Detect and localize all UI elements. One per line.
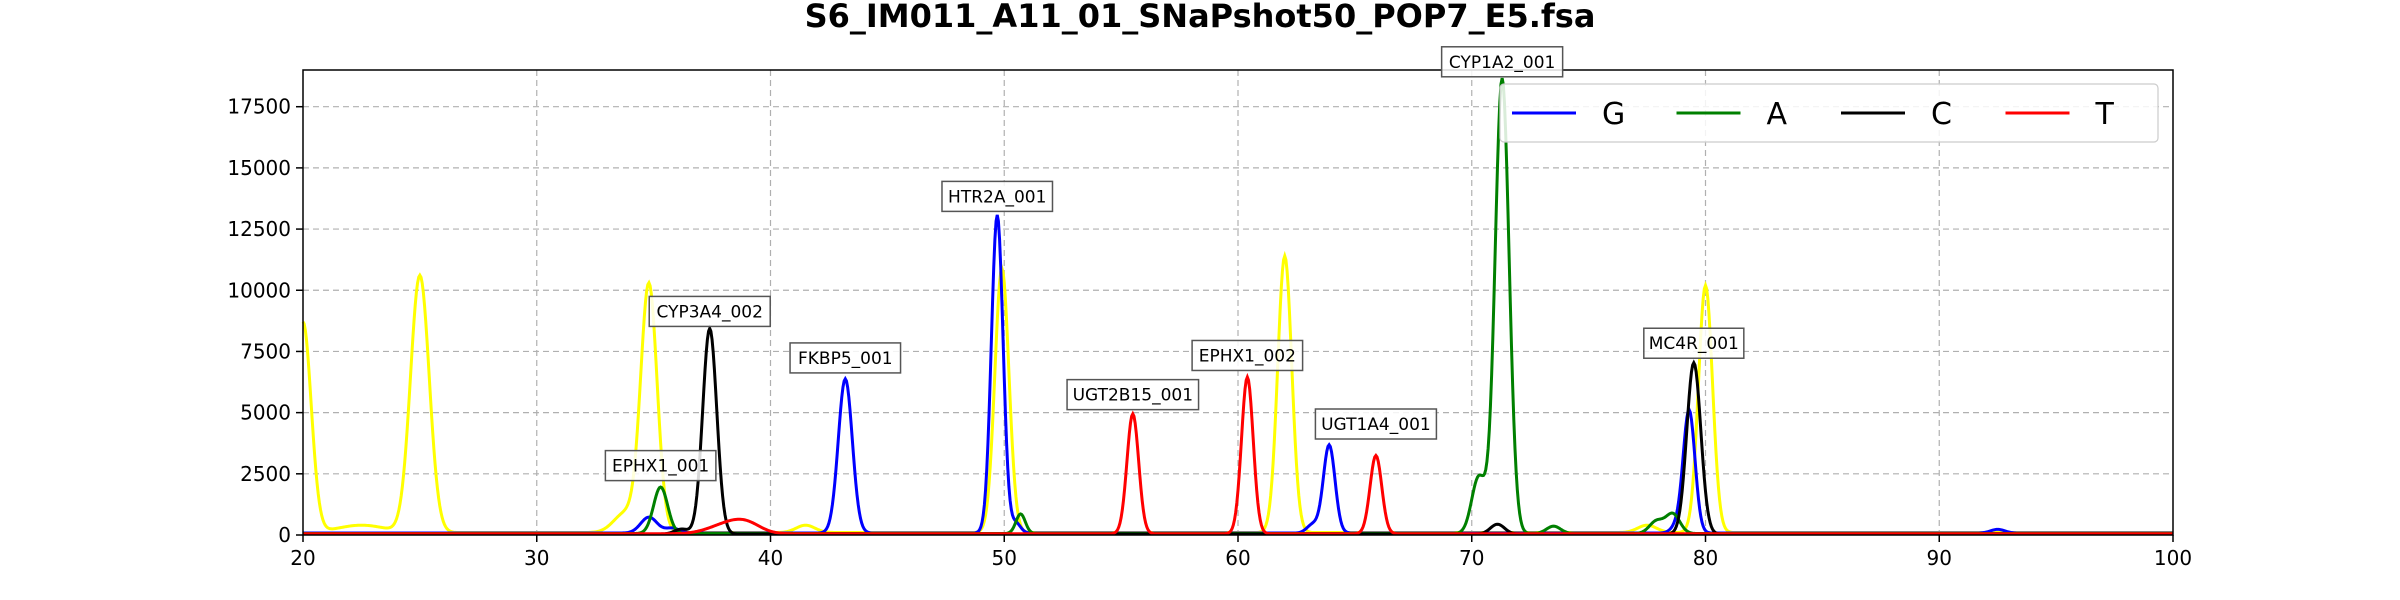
annotation-box xyxy=(648,295,771,328)
x-tick-label: 30 xyxy=(524,546,549,570)
legend-box xyxy=(1499,83,2159,143)
y-tick-label: 10000 xyxy=(227,278,291,302)
annotation-label: EPHX1_002 xyxy=(1199,346,1296,366)
legend-label: T xyxy=(2095,97,2115,132)
x-tick-label: 80 xyxy=(1693,546,1718,570)
legend-label: A xyxy=(1767,97,1788,132)
peak-annotations: EPHX1_001 CYP3A4_002 FKBP5_001 HTR2A_001 UGT… xyxy=(604,46,1745,482)
annotation-box xyxy=(604,449,717,482)
peak-annotation: EPHX1_002 xyxy=(1191,339,1304,372)
x-tick-label: 70 xyxy=(1459,546,1484,570)
x-tick-label: 50 xyxy=(992,546,1017,570)
annotation-label: EPHX1_001 xyxy=(612,457,709,477)
y-tick-label: 12500 xyxy=(227,217,291,241)
chart-title: S6_IM011_A11_01_SNaPshot50_POP7_E5.fsa xyxy=(805,0,1596,35)
peak-annotation: FKBP5_001 xyxy=(789,342,902,374)
x-tick-label: 20 xyxy=(290,546,315,570)
annotation-box xyxy=(789,342,902,374)
annotation-box xyxy=(1066,378,1200,411)
peak-annotation: EPHX1_001 xyxy=(604,449,717,482)
x-tick-label: 60 xyxy=(1225,546,1250,570)
x-tick-label: 100 xyxy=(2154,546,2192,570)
peak-annotation: CYP3A4_002 xyxy=(648,295,771,328)
annotation-box xyxy=(1191,339,1304,372)
annotation-box xyxy=(1643,327,1745,359)
annotation-label: FKBP5_001 xyxy=(798,349,893,369)
peak-annotation: UGT1A4_001 xyxy=(1314,408,1438,440)
legend-label: C xyxy=(1931,97,1952,132)
peak-annotation: HTR2A_001 xyxy=(941,180,1054,213)
peak-annotation: CYP1A2_001 xyxy=(1440,46,1564,78)
y-tick-label: 7500 xyxy=(240,339,291,363)
axes: 20 30 40 50 60 70 80 90 100 0 2500 5000 7500 10000 125… xyxy=(227,95,2192,570)
annotation-label: CYP3A4_002 xyxy=(657,302,763,322)
annotation-box xyxy=(941,180,1054,213)
y-tick-label: 17500 xyxy=(227,95,291,119)
y-tick-label: 5000 xyxy=(240,401,291,425)
series-line-t xyxy=(303,372,2173,536)
annotation-label: UGT1A4_001 xyxy=(1321,415,1431,435)
annotation-box xyxy=(1440,46,1564,78)
annotation-label: MC4R_001 xyxy=(1649,334,1739,354)
annotation-label: UGT2B15_001 xyxy=(1073,386,1193,406)
annotation-box xyxy=(1314,408,1438,440)
y-tick-label: 15000 xyxy=(227,156,291,180)
y-tick-label: 0 xyxy=(278,523,291,547)
x-tick-label: 90 xyxy=(1927,546,1952,570)
x-tick-label: 40 xyxy=(758,546,783,570)
annotation-label: HTR2A_001 xyxy=(948,187,1046,207)
legend-label: G xyxy=(1602,97,1625,132)
peak-annotation: UGT2B15_001 xyxy=(1066,378,1200,411)
y-tick-label: 2500 xyxy=(240,462,291,486)
peak-annotation: MC4R_001 xyxy=(1643,327,1745,359)
series-lines xyxy=(301,77,2173,536)
annotation-label: CYP1A2_001 xyxy=(1449,53,1555,73)
